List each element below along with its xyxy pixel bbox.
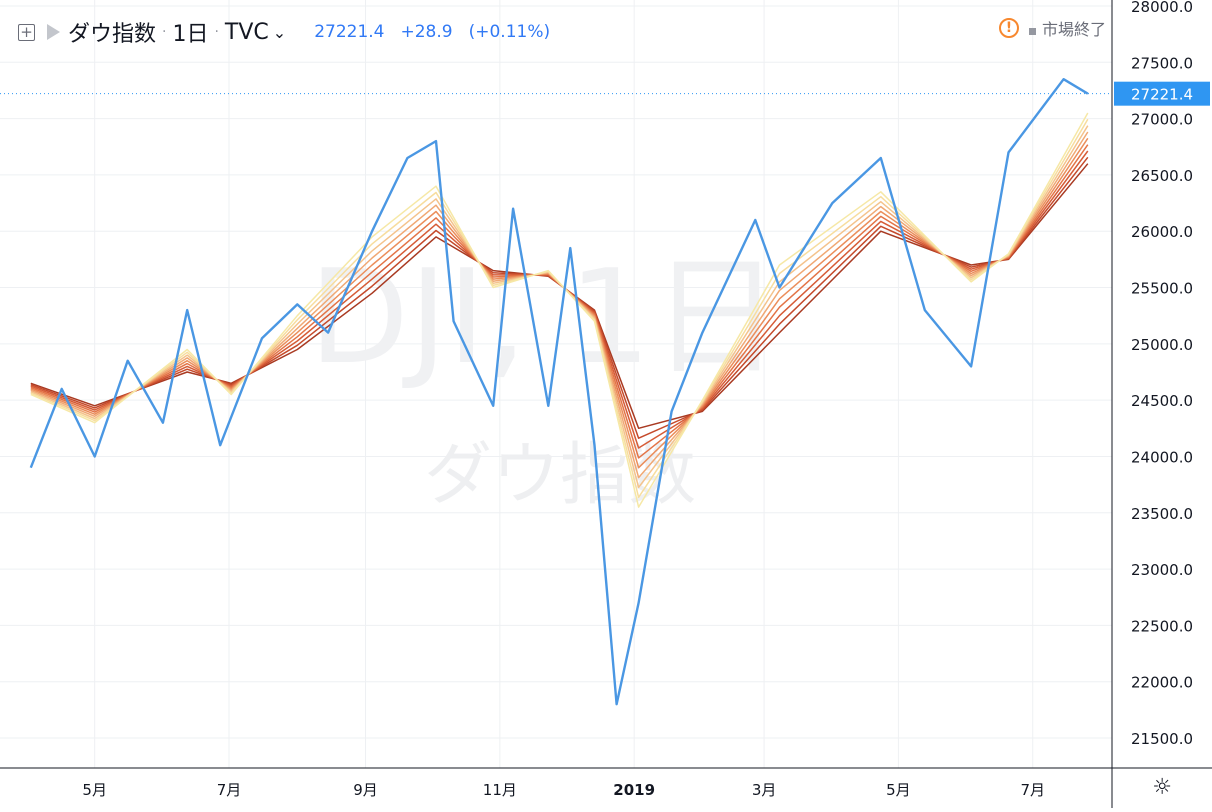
x-tick-label: 9月 (353, 781, 378, 799)
last-price: 27221.4 (314, 22, 385, 42)
interval-label[interactable]: 1日 (172, 22, 209, 47)
x-tick-label: 11月 (483, 781, 517, 799)
x-tick-label: 7月 (1020, 781, 1045, 799)
flag-icon[interactable] (47, 24, 60, 40)
y-tick-label: 21500.0 (1131, 730, 1193, 748)
separator-dot: · (162, 24, 167, 40)
ma-line (30, 112, 1089, 508)
price-change-pct: (+0.11%) (468, 22, 551, 42)
chevron-down-icon[interactable]: ⌄ (272, 22, 287, 42)
price-values: 27221.4 +28.9 (+0.11%) (314, 22, 550, 42)
market-status: ! 市場終了 (998, 14, 1106, 42)
time-axis[interactable]: 5月 7月 9月 11月 2019 3月 5月 7月 (0, 767, 1212, 799)
x-tick-label: 7月 (217, 781, 242, 799)
y-tick-label: 26000.0 (1131, 223, 1193, 241)
x-tick-label: 2019 (613, 781, 655, 799)
y-tick-label: 24500.0 (1131, 392, 1193, 410)
y-tick-label: 23000.0 (1131, 561, 1193, 579)
y-tick-label: 27500.0 (1131, 54, 1193, 72)
exchange-label[interactable]: TVC (224, 19, 269, 45)
y-tick-label: 24000.0 (1131, 448, 1193, 466)
gear-icon[interactable]: ☼ (1152, 775, 1172, 800)
market-status-label: 市場終了 (1041, 20, 1106, 39)
symbol-name[interactable]: ダウ指数 (68, 22, 157, 47)
ma-ribbon (30, 112, 1089, 508)
last-price-line: 27221.4 (0, 81, 1210, 106)
separator-dot: · (214, 24, 219, 40)
warning-icon[interactable]: ! (998, 18, 1019, 38)
plus-box-icon[interactable]: + (18, 23, 35, 41)
y-tick-label: 26500.0 (1131, 167, 1193, 185)
y-tick-label: 27000.0 (1131, 111, 1193, 129)
y-tick-label: 23500.0 (1131, 505, 1193, 523)
y-tick-label: 25500.0 (1131, 280, 1193, 298)
last-price-tag (1114, 81, 1210, 106)
last-price-tag-label: 27221.4 (1131, 86, 1193, 104)
watermark: DJI, 1日 ダウ指数 (309, 241, 781, 515)
price-change: +28.9 (400, 22, 453, 42)
price-line (29, 77, 1089, 706)
x-tick-label: 5月 (886, 781, 911, 799)
price-axis[interactable]: 28000.0 27500.0 27000.0 26500.0 26000.0 25500… (1111, 0, 1193, 808)
x-tick-label: 5月 (82, 781, 107, 799)
chart-legend: + ダウ指数 · 1日 · TVC ⌄ 27221.4 +28.9 (+0.11… (18, 14, 550, 50)
x-tick-label: 3月 (752, 781, 777, 799)
y-tick-label: 22500.0 (1131, 617, 1193, 635)
y-tick-label: 25000.0 (1131, 336, 1193, 354)
status-square-icon (1028, 28, 1036, 35)
grid-lines (0, 0, 1112, 768)
y-tick-label: 28000.0 (1131, 0, 1193, 16)
y-tick-label: 22000.0 (1131, 674, 1193, 692)
price-series (29, 77, 1089, 706)
